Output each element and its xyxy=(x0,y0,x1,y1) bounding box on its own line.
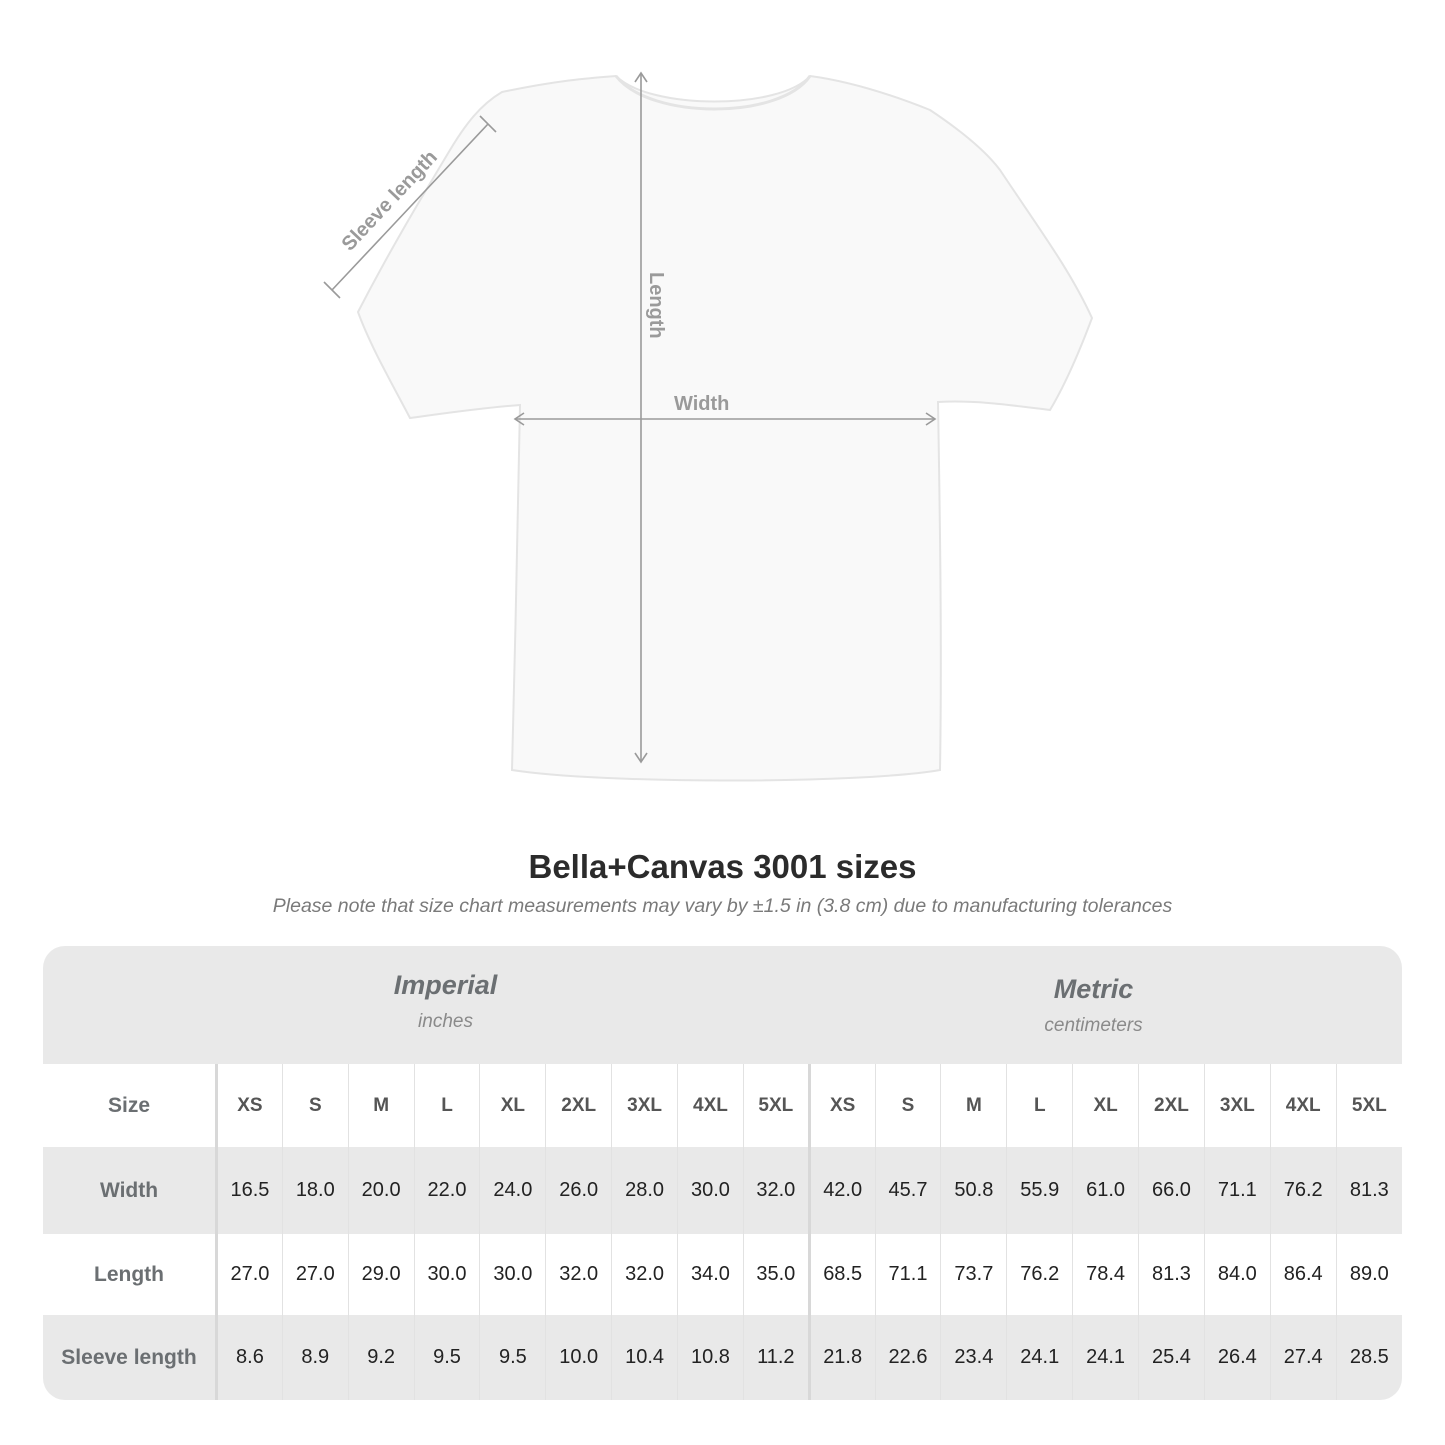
metric-value: 89.0 xyxy=(1335,1234,1402,1315)
metric-unit: centimeters xyxy=(1044,1015,1143,1036)
metric-value: 42.0 xyxy=(807,1147,876,1234)
imperial-unit: inches xyxy=(418,1011,473,1032)
metric-value: 71.1 xyxy=(1203,1147,1271,1234)
imperial-value: 16.5 xyxy=(216,1147,283,1234)
size-row: Size XS S M L XL 2XL 3XL 4XL 5XL XS S M L XL 2XL 3XL 4XL 5… xyxy=(43,1064,1402,1147)
metric-value: 24.1 xyxy=(1006,1315,1073,1400)
measure-arrows xyxy=(323,71,937,764)
measurements-table: Size XS S M L XL 2XL 3XL 4XL 5XL XS S M L XL 2XL 3XL 4XL 5… xyxy=(43,1064,1402,1400)
imperial-value: 30.0 xyxy=(413,1234,480,1315)
row-label: Length xyxy=(43,1234,218,1315)
imperial-value: 35.0 xyxy=(742,1234,810,1315)
metric-value: 26.4 xyxy=(1203,1315,1271,1400)
imperial-value: 30.0 xyxy=(677,1147,744,1234)
size-header: 5XL xyxy=(742,1064,810,1147)
metric-value: 68.5 xyxy=(807,1234,876,1315)
imperial-value: 18.0 xyxy=(281,1147,349,1234)
table-row: Width 16.5 18.0 20.0 22.0 24.0 26.0 28.0 30.0 32.… xyxy=(43,1147,1402,1234)
imperial-value: 28.0 xyxy=(611,1147,678,1234)
metric-title: Metric xyxy=(1053,974,1134,1004)
size-header: M xyxy=(347,1064,415,1147)
imperial-value: 9.5 xyxy=(413,1315,480,1400)
metric-value: 50.8 xyxy=(940,1147,1007,1234)
size-header: 2XL xyxy=(545,1064,612,1147)
tshirt-diagram: Sleeve length Length Width xyxy=(323,71,1094,782)
imperial-value: 11.2 xyxy=(742,1315,810,1400)
metric-value: 84.0 xyxy=(1203,1234,1271,1315)
size-header: XS xyxy=(807,1064,876,1147)
table-row: Sleeve length 8.6 8.9 9.2 9.5 9.5 10.0 10.4 10.8… xyxy=(43,1315,1402,1400)
size-header: XL xyxy=(479,1064,546,1147)
size-header: S xyxy=(281,1064,349,1147)
imperial-value: 10.4 xyxy=(611,1315,678,1400)
width-label: Width xyxy=(674,393,729,415)
imperial-value: 10.0 xyxy=(545,1315,612,1400)
imperial-value: 34.0 xyxy=(677,1234,744,1315)
metric-value: 22.6 xyxy=(874,1315,941,1400)
imperial-value: 29.0 xyxy=(347,1234,415,1315)
row-label: Width xyxy=(43,1147,218,1234)
size-header: 4XL xyxy=(677,1064,744,1147)
metric-value: 25.4 xyxy=(1138,1315,1205,1400)
table-row: Length 27.0 27.0 29.0 30.0 30.0 32.0 32.0 34.0 35… xyxy=(43,1234,1402,1315)
imperial-value: 9.5 xyxy=(479,1315,546,1400)
metric-value: 86.4 xyxy=(1269,1234,1337,1315)
metric-value: 28.5 xyxy=(1335,1315,1402,1400)
metric-value: 45.7 xyxy=(874,1147,941,1234)
sleeve-arrow xyxy=(331,123,489,291)
metric-value: 21.8 xyxy=(807,1315,876,1400)
imperial-value: 27.0 xyxy=(216,1234,283,1315)
metric-value: 71.1 xyxy=(874,1234,941,1315)
size-header: M xyxy=(940,1064,1007,1147)
row-label: Size xyxy=(43,1064,218,1147)
imperial-value: 32.0 xyxy=(545,1234,612,1315)
imperial-value: 26.0 xyxy=(545,1147,612,1234)
size-header: 5XL xyxy=(1335,1064,1402,1147)
size-header: XS xyxy=(216,1064,283,1147)
size-header: S xyxy=(874,1064,941,1147)
collar xyxy=(614,75,812,111)
imperial-value: 32.0 xyxy=(611,1234,678,1315)
metric-value: 61.0 xyxy=(1072,1147,1139,1234)
size-table: Imperial inches Metric centimeters Size X… xyxy=(43,946,1402,1400)
imperial-value: 24.0 xyxy=(479,1147,546,1234)
table-header: Imperial inches Metric centimeters xyxy=(43,946,1402,1064)
imperial-value: 8.9 xyxy=(281,1315,349,1400)
metric-value: 66.0 xyxy=(1138,1147,1205,1234)
size-header: 3XL xyxy=(1203,1064,1271,1147)
metric-value: 76.2 xyxy=(1269,1147,1337,1234)
metric-value: 78.4 xyxy=(1072,1234,1139,1315)
metric-value: 81.3 xyxy=(1335,1147,1402,1234)
metric-value: 24.1 xyxy=(1072,1315,1139,1400)
tolerance-note: Please note that size chart measurements… xyxy=(272,895,1173,917)
imperial-value: 10.8 xyxy=(677,1315,744,1400)
imperial-title: Imperial xyxy=(393,970,498,1000)
imperial-value: 22.0 xyxy=(413,1147,480,1234)
imperial-value: 9.2 xyxy=(347,1315,415,1400)
metric-value: 73.7 xyxy=(940,1234,1007,1315)
metric-value: 76.2 xyxy=(1006,1234,1073,1315)
size-header: L xyxy=(413,1064,480,1147)
row-label: Sleeve length xyxy=(43,1315,218,1400)
metric-header: Metric centimeters xyxy=(941,974,1246,1037)
size-header: 4XL xyxy=(1269,1064,1337,1147)
size-header: XL xyxy=(1072,1064,1139,1147)
metric-value: 27.4 xyxy=(1269,1315,1337,1400)
chart-title: Bella+Canvas 3001 sizes xyxy=(528,848,917,885)
metric-value: 55.9 xyxy=(1006,1147,1073,1234)
size-header: 2XL xyxy=(1138,1064,1205,1147)
size-header: L xyxy=(1006,1064,1073,1147)
imperial-value: 8.6 xyxy=(216,1315,283,1400)
imperial-value: 27.0 xyxy=(281,1234,349,1315)
imperial-header: Imperial inches xyxy=(293,970,598,1033)
imperial-value: 20.0 xyxy=(347,1147,415,1234)
imperial-value: 30.0 xyxy=(479,1234,546,1315)
metric-value: 81.3 xyxy=(1138,1234,1205,1315)
tshirt-shape xyxy=(356,74,1094,782)
imperial-value: 32.0 xyxy=(742,1147,810,1234)
metric-value: 23.4 xyxy=(940,1315,1007,1400)
length-label: Length xyxy=(645,272,667,339)
size-header: 3XL xyxy=(611,1064,678,1147)
